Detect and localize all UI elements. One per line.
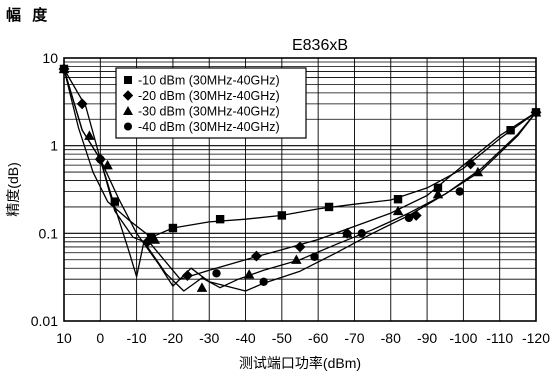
y-axis-title: 精度(dB) <box>5 162 21 216</box>
legend-marker-circle <box>124 122 132 131</box>
data-point-square <box>277 211 287 220</box>
data-point-circle <box>506 126 515 135</box>
legend-item: -10 dBm (30MHz-40GHz) <box>124 74 280 88</box>
data-point-triangle <box>432 188 444 199</box>
x-tick-label: -10 <box>126 330 146 346</box>
legend-marker-diamond <box>122 90 134 101</box>
legend-item: -30 dBm (30MHz-40GHz) <box>123 105 280 119</box>
legend-item: -40 dBm (30MHz-40GHz) <box>124 120 280 134</box>
legend-label: -30 dBm (30MHz-40GHz) <box>138 105 280 119</box>
series-layer <box>58 63 542 292</box>
y-tick-label: 0.1 <box>39 225 59 241</box>
x-tick-label: -70 <box>344 330 364 346</box>
x-tick-label: -40 <box>235 330 255 346</box>
data-point-circle <box>357 229 366 238</box>
x-tick-label: -50 <box>272 330 292 346</box>
data-point-circle <box>59 64 69 74</box>
data-point-diamond <box>294 241 306 253</box>
page-heading: 幅 度 <box>6 6 51 24</box>
data-point-triangle <box>392 205 404 216</box>
data-point-triangle <box>243 269 255 279</box>
plot-frame <box>63 57 537 322</box>
x-tick-label: -80 <box>381 330 401 346</box>
data-point-circle <box>259 277 268 286</box>
data-point-triangle <box>102 159 113 170</box>
x-tick-label: -110 <box>486 330 513 346</box>
data-point-triangle <box>341 228 353 238</box>
legend-label: -40 dBm (30MHz-40GHz) <box>138 120 280 134</box>
data-point-diamond <box>250 250 262 262</box>
data-point-triangle <box>149 234 161 244</box>
x-tick-label: -90 <box>417 330 437 346</box>
data-point-circle <box>531 108 541 117</box>
x-tick-label: -100 <box>449 330 477 346</box>
y-tick-label: 1 <box>50 138 58 154</box>
legend-box <box>115 67 307 139</box>
series-line <box>63 68 537 280</box>
data-point-diamond <box>465 158 477 170</box>
data-point-triangle <box>196 282 208 292</box>
data-point-diamond <box>76 98 88 110</box>
legend: -10 dBm (30MHz-40GHz)-20 dBm (30MHz-40GH… <box>115 67 307 139</box>
x-tick-label: -60 <box>308 330 328 346</box>
tick-labels: 10 0 -10 -20 -30 -40 -50 -60 -70 -80 -90 -100 -110 -1… <box>31 50 550 346</box>
x-tick-label: -20 <box>163 330 183 346</box>
data-point-circle <box>404 213 414 223</box>
data-point-diamond <box>181 270 193 282</box>
x-tick-label: 10 <box>56 330 72 346</box>
legend-item: -20 dBm (30MHz-40GHz) <box>122 89 280 103</box>
data-point-square <box>433 183 443 193</box>
legend-marker-triangle <box>123 106 133 115</box>
legend-marker-square <box>124 76 132 84</box>
data-point-square <box>324 202 334 212</box>
x-tick-label: -120 <box>522 330 550 346</box>
data-point-circle <box>455 187 464 196</box>
series-circle <box>59 64 541 292</box>
x-tick-label: -30 <box>199 330 219 346</box>
data-point-square <box>110 197 120 206</box>
x-axis-title: 测试端口功率(dBm) <box>239 355 361 371</box>
y-tick-label: 10 <box>42 50 58 66</box>
data-point-square <box>168 223 178 233</box>
data-point-square <box>146 233 156 242</box>
data-point-square <box>215 214 225 224</box>
legend-label: -10 dBm (30MHz-40GHz) <box>138 74 280 88</box>
chart-title: E836xB <box>292 37 348 54</box>
data-point-circle <box>310 252 319 261</box>
data-point-triangle <box>291 254 302 264</box>
data-point-circle <box>212 269 221 278</box>
data-point-circle <box>96 155 105 164</box>
y-tick-label: 0.01 <box>31 313 58 329</box>
series-line <box>63 68 537 292</box>
series-line <box>63 68 537 292</box>
legend-label: -20 dBm (30MHz-40GHz) <box>138 89 280 103</box>
x-tick-label: 0 <box>96 330 104 346</box>
data-point-square <box>393 195 403 204</box>
series-line <box>63 68 537 238</box>
